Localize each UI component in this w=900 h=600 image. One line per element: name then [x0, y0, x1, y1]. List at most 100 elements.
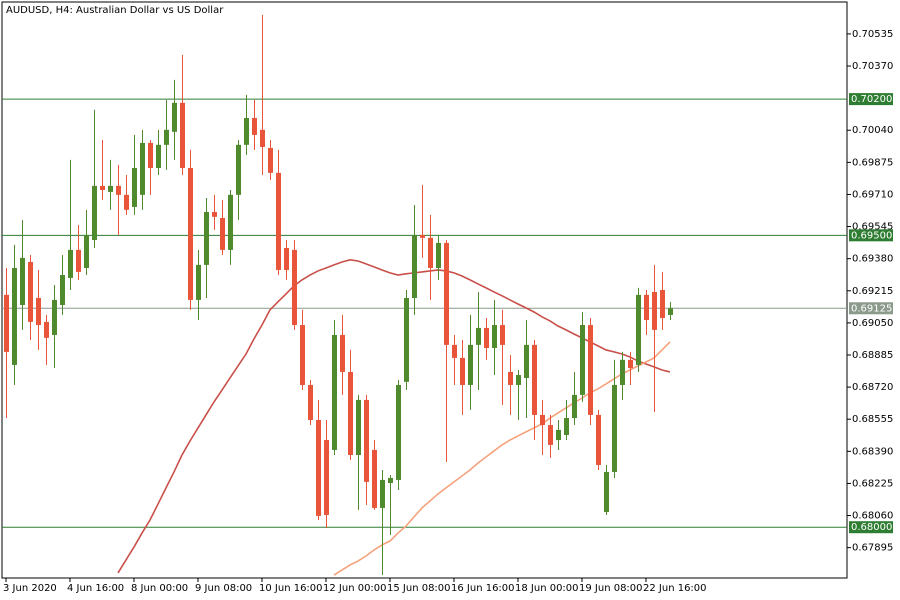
candle-body	[156, 144, 161, 168]
candle-body	[292, 249, 297, 326]
plot-frame	[1, 1, 848, 579]
candle-body	[84, 234, 89, 269]
candle-body	[204, 211, 209, 265]
candle-body	[132, 167, 137, 207]
candle-body	[228, 194, 233, 250]
candle-body	[76, 249, 81, 272]
last-price-box	[849, 302, 893, 315]
y-tick-label: 0.69380	[852, 254, 893, 265]
candle-body	[484, 327, 489, 348]
candle-body	[300, 325, 305, 385]
candle-body	[60, 275, 65, 305]
candle-body	[380, 479, 385, 508]
candle-body	[644, 294, 649, 320]
level-label-box	[849, 521, 893, 534]
x-tick-label: 19 Jun 08:00	[579, 583, 643, 594]
candle-body	[92, 185, 97, 240]
candle-body	[108, 185, 113, 192]
candle-body	[356, 399, 361, 456]
candle-body	[324, 440, 329, 515]
candle-body	[332, 334, 337, 450]
candle-body	[620, 359, 625, 385]
y-tick-label: 0.68885	[852, 350, 893, 361]
y-tick-label: 0.69710	[852, 189, 893, 200]
x-tick-label: 9 Jun 08:00	[195, 583, 252, 594]
candle-body	[532, 344, 537, 415]
level-label-box	[849, 93, 893, 106]
level-label: 0.69500	[851, 230, 892, 241]
candle-body	[668, 308, 673, 315]
candle-body	[244, 117, 249, 145]
candle-body	[284, 247, 289, 270]
candle-body	[524, 344, 529, 378]
candle-body	[100, 185, 105, 190]
y-tick-label: 0.69050	[852, 318, 893, 329]
x-tick-label: 15 Jun 08:00	[387, 583, 451, 594]
candle-body	[268, 147, 273, 173]
x-tick-label: 22 Jun 16:00	[643, 583, 707, 594]
candle-body	[36, 297, 41, 326]
candle-body	[500, 325, 505, 345]
candle-body	[44, 321, 49, 338]
candle-body	[20, 257, 25, 305]
y-tick-label: 0.70040	[852, 125, 893, 136]
candle-body	[252, 117, 257, 135]
plot-area	[2, 14, 847, 576]
candle-body	[564, 418, 569, 435]
candle-body	[220, 218, 225, 250]
candle-body	[180, 102, 185, 168]
y-tick-label: 0.68390	[852, 446, 893, 457]
x-tick-label: 4 Jun 16:00	[67, 583, 124, 594]
candle-body	[540, 414, 545, 426]
y-tick-label: 0.67895	[852, 543, 893, 554]
x-tick-label: 12 Jun 00:00	[323, 583, 387, 594]
candle-body	[660, 290, 665, 319]
candle-body	[364, 399, 369, 482]
chart-title: AUDUSD, H4: Australian Dollar vs US Doll…	[6, 5, 224, 16]
candle-body	[628, 359, 633, 369]
candle-body	[652, 291, 657, 330]
candle-body	[396, 384, 401, 480]
y-tick-label: 0.69215	[852, 286, 893, 297]
level-label: 0.68000	[851, 522, 892, 533]
candle-body	[444, 242, 449, 345]
y-tick-label: 0.68060	[852, 511, 893, 522]
moving-average	[117, 259, 671, 574]
candle-body	[572, 394, 577, 419]
y-tick-label: 0.70535	[852, 29, 893, 40]
candle-body	[596, 414, 601, 465]
candle-body	[348, 371, 353, 456]
candle-body	[276, 172, 281, 270]
candle-body	[164, 129, 169, 145]
candle-body	[476, 327, 481, 345]
candle-body	[460, 357, 465, 385]
candle-body	[308, 384, 313, 420]
y-tick-label: 0.70370	[852, 61, 893, 72]
candle-body	[172, 102, 177, 132]
candle-body	[516, 375, 521, 385]
candle-body	[388, 477, 393, 484]
candle-body	[612, 384, 617, 472]
candle-body	[420, 234, 425, 238]
candle-body	[436, 242, 441, 269]
y-tick-label: 0.69545	[852, 222, 893, 233]
candle-body	[140, 142, 145, 195]
candle-body	[452, 344, 457, 358]
candle-body	[340, 334, 345, 372]
candle-body	[508, 371, 513, 385]
candle-body	[212, 211, 217, 217]
candle-body	[124, 194, 129, 210]
candle-body	[148, 142, 153, 168]
candle-body	[492, 325, 497, 348]
candle-body	[556, 429, 561, 441]
last-price-label: 0.69125	[851, 303, 892, 314]
candle-body	[412, 234, 417, 298]
x-tick-label: 18 Jun 00:00	[515, 583, 579, 594]
candle-body	[404, 297, 409, 382]
candle-body	[260, 129, 265, 147]
candle-body	[428, 237, 433, 269]
y-tick-label: 0.69875	[852, 157, 893, 168]
candle-body	[4, 294, 9, 352]
